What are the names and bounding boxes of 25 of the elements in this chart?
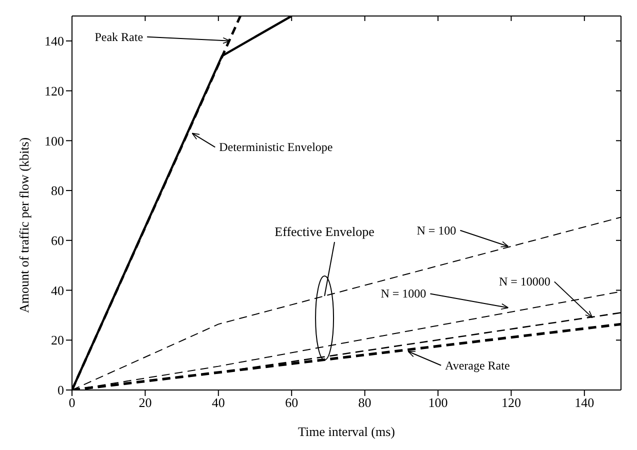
x-tick-label: 120 <box>501 395 521 410</box>
annotation: N = 1000 <box>380 286 426 301</box>
x-tick-label: 80 <box>358 395 372 410</box>
annotation: Peak Rate <box>94 30 144 44</box>
y-tick-label: 80 <box>51 183 64 198</box>
x-tick-label: 0 <box>68 395 76 410</box>
annotation: Effective Envelope <box>274 224 375 239</box>
x-tick-label: 20 <box>138 395 152 410</box>
x-tick-label: 40 <box>212 395 225 410</box>
y-tick-label: 20 <box>51 332 64 348</box>
y-tick-label: 140 <box>44 34 64 49</box>
y-tick-label: 0 <box>58 382 64 398</box>
y-tick-label: 60 <box>51 233 64 248</box>
annotation: Average Rate <box>445 358 510 372</box>
annotation: N = 100 <box>416 223 456 238</box>
annotation: Deterministic Envelope <box>219 140 333 154</box>
y-axis-title: Amount of traffic per flow (kbits) <box>16 137 32 313</box>
x-tick-label: 100 <box>428 395 448 410</box>
annotation: N = 10000 <box>498 274 550 289</box>
x-tick-label: 60 <box>285 395 298 410</box>
y-tick-label: 40 <box>51 282 64 298</box>
y-tick-label: 120 <box>44 83 64 98</box>
y-tick-label: 100 <box>44 133 64 148</box>
x-axis-title: Time interval (ms) <box>298 424 396 439</box>
x-tick-label: 140 <box>574 395 594 410</box>
